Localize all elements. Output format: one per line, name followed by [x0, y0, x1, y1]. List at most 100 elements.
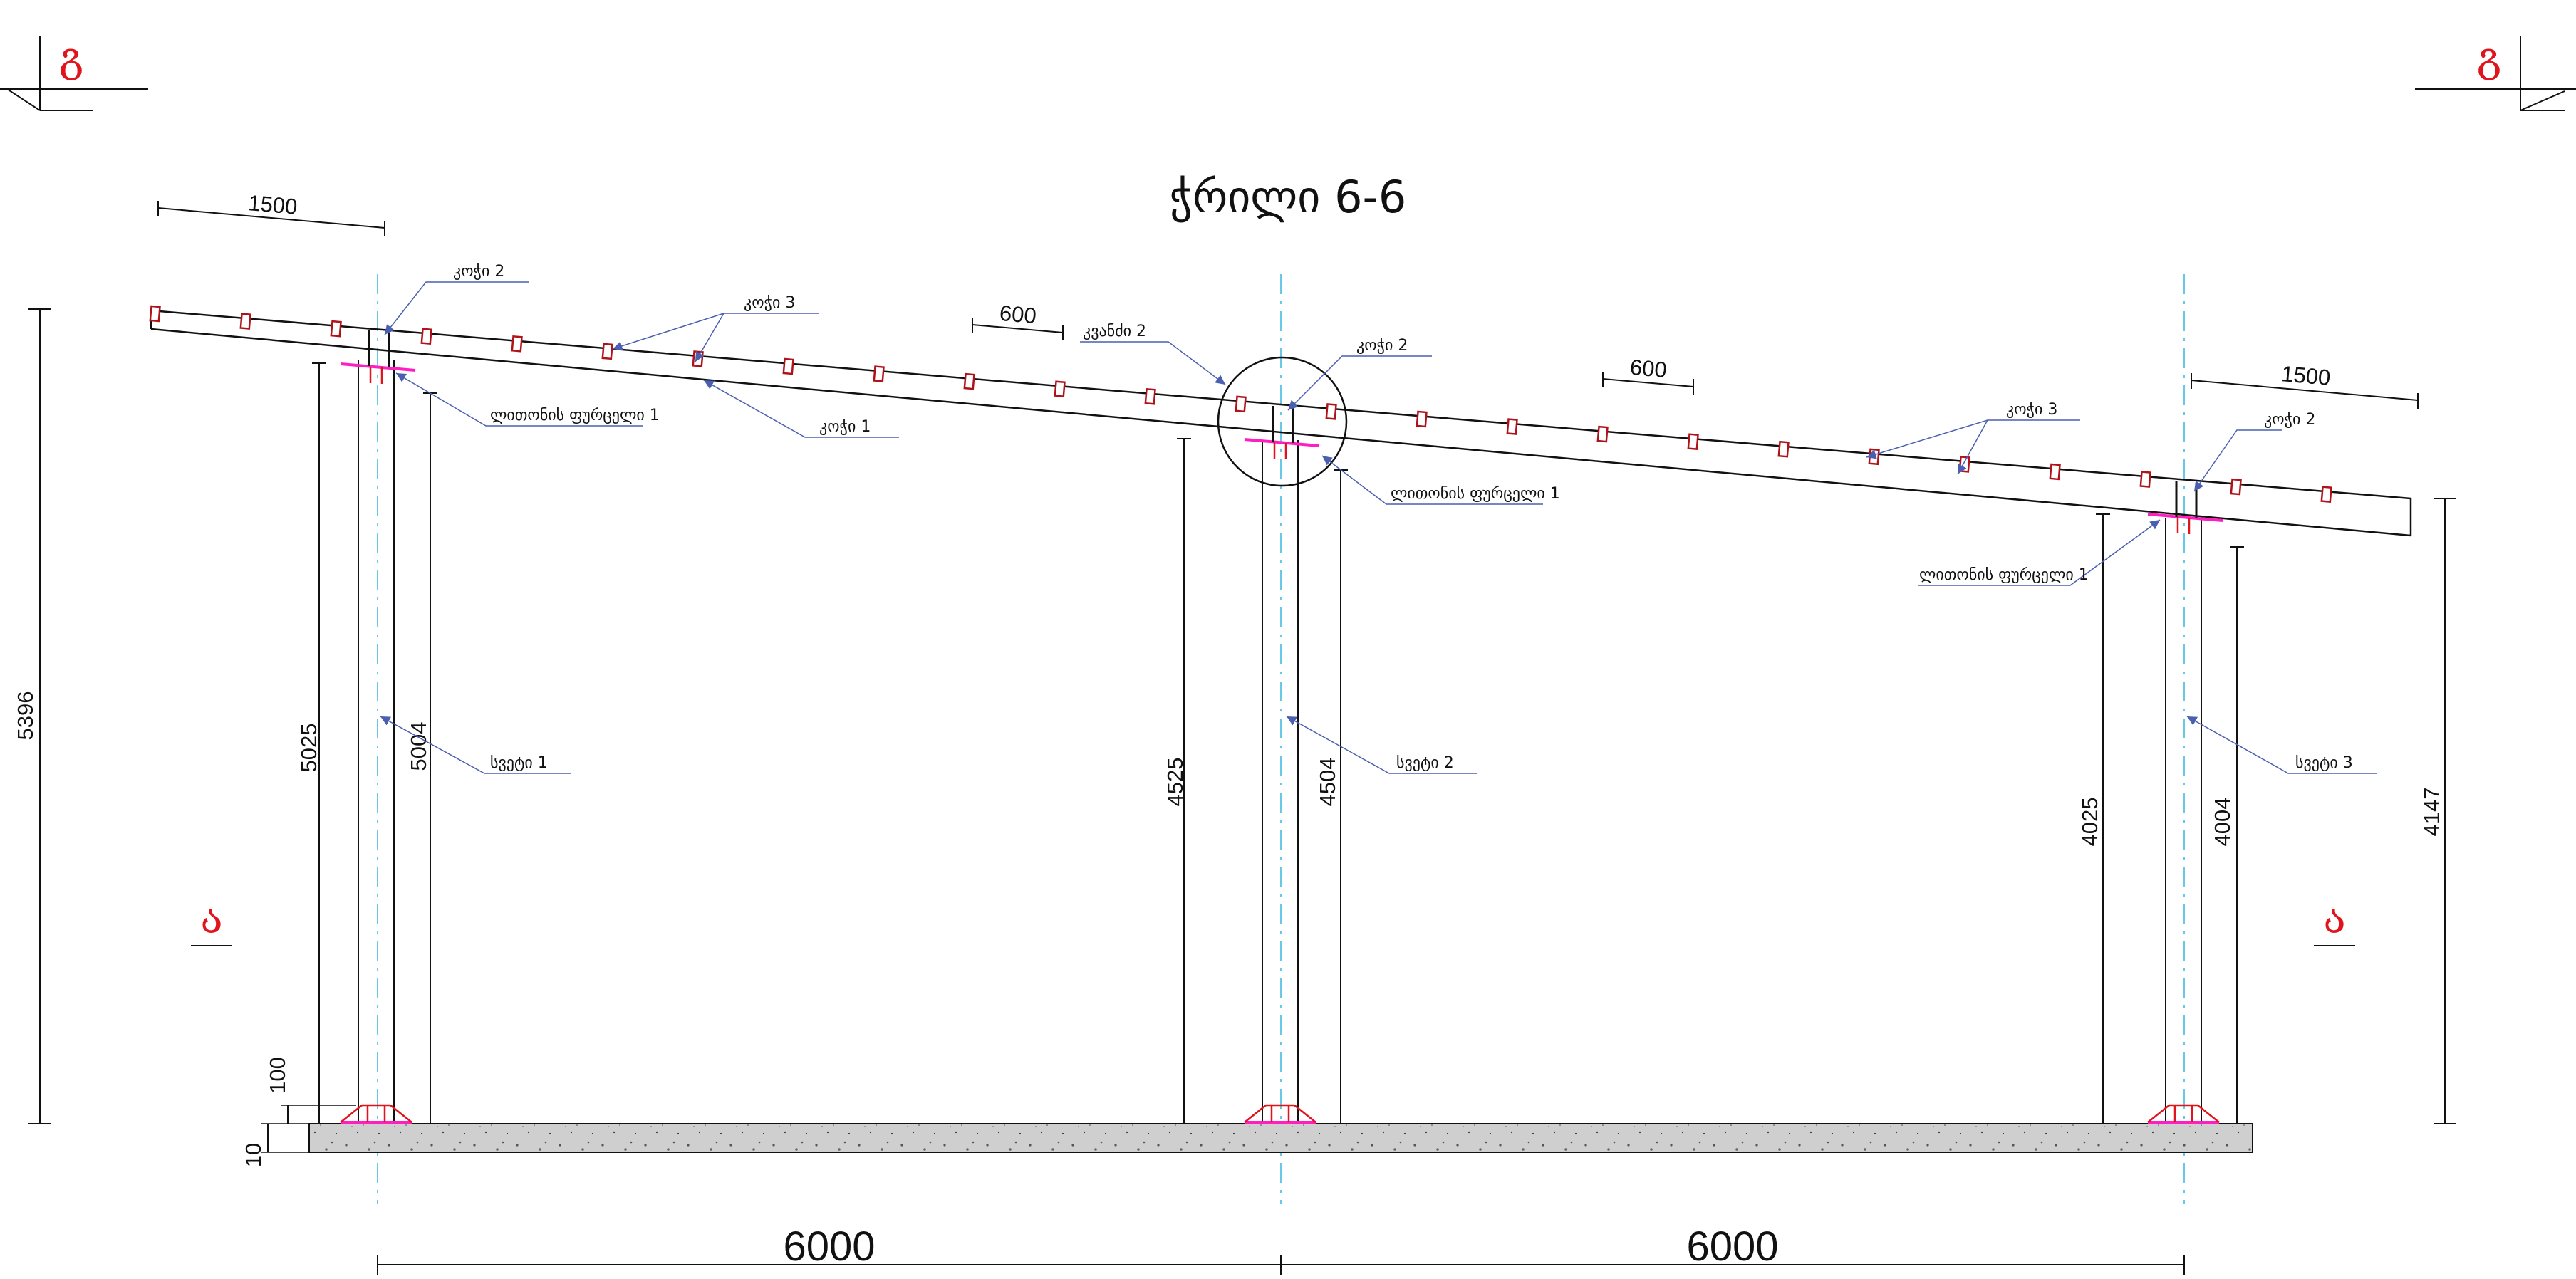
dim-span-1: 6000 [377, 1223, 1282, 1275]
purlin-24 [2230, 478, 2242, 496]
cap-plate-1 [340, 330, 416, 384]
label-beam2-right: კოჭი 2 [2193, 411, 2315, 492]
label-beam3-right-text: კოჭი 3 [2006, 401, 2057, 419]
section-mark-top-left-label: გ [59, 33, 83, 81]
dim-col1-inner-value: 5004 [406, 722, 431, 771]
label-column3: სვეტი 3 [2186, 716, 2377, 774]
dim-purlin-spacing-1: 600 [972, 301, 1064, 340]
section-mark-mid-left: ა [191, 894, 232, 946]
section-mark-top-left: გ [0, 33, 148, 111]
purlin-10 [963, 372, 975, 390]
dim-total-height-value: 5396 [13, 691, 38, 741]
concrete-slab [308, 1123, 2253, 1153]
base-plate-2 [1244, 1104, 1316, 1124]
dim-col2-inner: 4504 [1315, 469, 1348, 1124]
cap-plate-3 [2147, 481, 2223, 534]
purlin-14 [1325, 403, 1337, 420]
dim-total-height: 5396 [13, 308, 51, 1124]
label-column2: სვეტი 2 [1286, 716, 1477, 774]
dim-base-100-value: 100 [265, 1057, 290, 1094]
dim-col3-inner: 4004 [2210, 546, 2244, 1124]
label-beam2-right-text: კოჭი 2 [2264, 411, 2315, 429]
label-beam3-left: კოჭი 3 [612, 294, 819, 362]
label-beam2-mid-text: კოჭი 2 [1356, 337, 1408, 355]
dim-overhang-right: 1500 [2191, 361, 2419, 409]
dim-base-10: 10 [241, 1123, 311, 1167]
purlin-7 [692, 350, 704, 367]
purlin-5 [511, 335, 523, 353]
purlin-15 [1416, 410, 1428, 428]
label-column1: სვეტი 1 [380, 716, 571, 774]
purlin-9 [873, 365, 885, 382]
dim-purlin-spacing-2-value: 600 [1629, 355, 1668, 382]
dim-overhang-left-value: 1500 [247, 190, 298, 219]
section-mark-mid-left-label: ა [200, 894, 222, 943]
purlin-16 [1506, 418, 1518, 435]
section-mark-mid-right-label: ა [2323, 894, 2345, 943]
label-beam2-left-text: კოჭი 2 [453, 263, 504, 281]
purlin-1 [149, 305, 161, 323]
purlin-18 [1687, 433, 1699, 450]
label-beam2-mid: კოჭი 2 [1287, 337, 1432, 411]
dim-purlin-spacing-2: 600 [1602, 355, 1694, 395]
purlin-12 [1144, 387, 1156, 405]
dim-col1-outer-value: 5025 [296, 724, 321, 773]
label-plate-mid-text: ლითონის ფურცელი 1 [1391, 485, 1560, 503]
label-plate-right: ლითონის ფურცელი 1 [1918, 519, 2161, 586]
dim-base-100: 100 [265, 1057, 356, 1124]
dim-col1-outer: 5025 [296, 362, 326, 1124]
purlin-8 [782, 357, 794, 375]
label-beam2-left: კოჭი 2 [384, 263, 529, 335]
label-beam3-right: კოჭი 3 [1866, 401, 2080, 475]
purlin-20 [1868, 448, 1880, 466]
column-3 [2165, 518, 2202, 1124]
dim-span-2-value: 6000 [1686, 1223, 1778, 1270]
dim-col3-outer: 4025 [2077, 513, 2110, 1124]
section-mark-top-right: გ [2415, 33, 2576, 111]
purlin-11 [1054, 380, 1066, 398]
label-node2-text: კვანძი 2 [1083, 323, 1146, 340]
section-mark-mid-right: ა [2314, 894, 2355, 946]
roof-beam [150, 309, 2412, 537]
label-node2: კვანძი 2 [1080, 323, 1226, 385]
dim-col2-inner-value: 4504 [1315, 758, 1340, 807]
purlin-19 [1777, 440, 1790, 458]
label-plate-left-text: ლითონის ფურცელი 1 [490, 407, 660, 424]
dim-col3-outer-value: 4025 [2077, 798, 2102, 847]
dim-base-10-value: 10 [241, 1143, 266, 1167]
purlin-21 [1958, 456, 1970, 473]
purlin-23 [2139, 471, 2151, 488]
purlins [149, 305, 2332, 503]
purlin-6 [601, 343, 613, 360]
dim-right-end-value: 4147 [2419, 788, 2444, 837]
purlin-3 [330, 320, 342, 338]
label-column3-text: სვეტი 3 [2295, 754, 2353, 772]
dim-col1-inner: 5004 [406, 392, 437, 1124]
column-2 [1262, 440, 1299, 1124]
section-mark-top-right-label: გ [2477, 33, 2501, 81]
label-plate-left: ლითონის ფურცელი 1 [395, 372, 660, 427]
dim-overhang-right-value: 1500 [2280, 361, 2332, 390]
dim-col2-outer: 4525 [1163, 438, 1191, 1124]
node-2-detail-circle [1217, 356, 1348, 487]
purlin-17 [1596, 425, 1609, 443]
drawing-title: ჭრილი 6-6 [1170, 171, 1407, 223]
cap-plate-2 [1244, 406, 1320, 459]
label-beam3-left-text: კოჭი 3 [744, 294, 795, 312]
label-plate-mid: ლითონის ფურცელი 1 [1321, 455, 1560, 505]
column-1 [358, 360, 395, 1124]
dim-purlin-spacing-1-value: 600 [999, 301, 1038, 328]
label-column2-text: სვეტი 2 [1396, 754, 1454, 772]
label-beam1-text: კოჭი 1 [819, 418, 871, 436]
base-plate-3 [2147, 1104, 2220, 1124]
purlin-25 [2320, 486, 2332, 503]
dim-col2-outer-value: 4525 [1163, 758, 1188, 807]
dim-col3-inner-value: 4004 [2210, 798, 2235, 847]
dim-span-2: 6000 [1281, 1223, 2185, 1275]
dim-span-1-value: 6000 [783, 1223, 875, 1270]
purlin-13 [1235, 395, 1247, 413]
purlin-4 [420, 328, 432, 345]
purlin-22 [2049, 463, 2061, 481]
base-plate-1 [340, 1104, 412, 1124]
